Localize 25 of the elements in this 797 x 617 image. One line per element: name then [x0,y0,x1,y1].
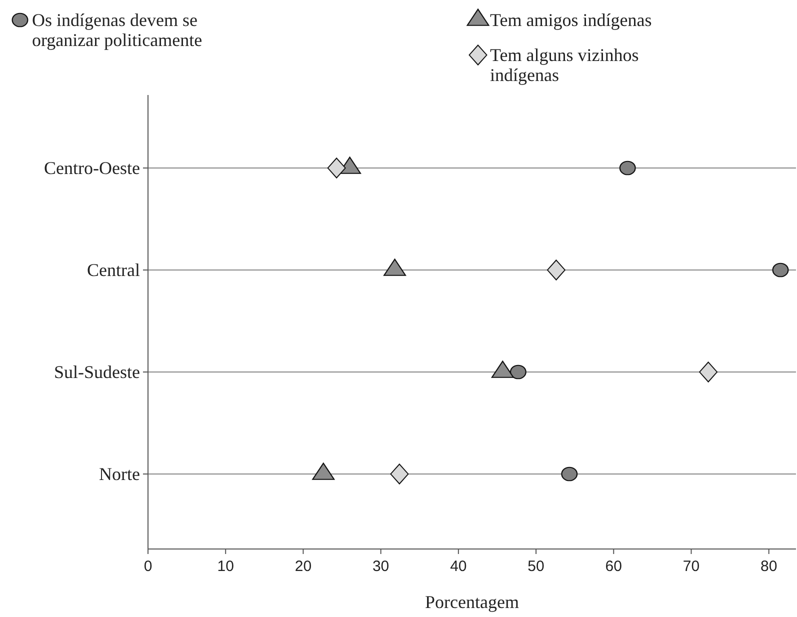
x-tick-label: 10 [217,558,234,575]
x-tick-label: 40 [450,558,467,575]
point [772,262,789,278]
x-tick-label: 0 [144,558,152,575]
y-tick-label: Centro-Oeste [44,158,140,178]
x-axis-title: Porcentagem [425,592,519,612]
y-tick-label: Central [87,260,140,280]
legend-label: Tem alguns vizinhos indígenas [490,45,639,85]
legend-label: Os indígenas devem se organizar politicamente [32,10,202,50]
point [699,362,718,382]
y-tick-label: Sul-Sudeste [54,362,140,382]
point [390,464,409,484]
x-tick-label: 80 [760,558,778,575]
y-tick-label: Norte [99,464,140,484]
point [510,364,526,380]
x-tick-label: 20 [294,558,312,575]
point [619,160,636,176]
x-tick-label: 30 [372,558,390,575]
x-tick-label: 60 [605,558,622,575]
x-tick-label: 70 [682,558,700,575]
point [547,260,566,280]
legend-label: Tem amigos indígenas [490,10,652,30]
point [327,158,346,178]
x-tick-label: 50 [528,558,544,575]
point [561,466,578,482]
